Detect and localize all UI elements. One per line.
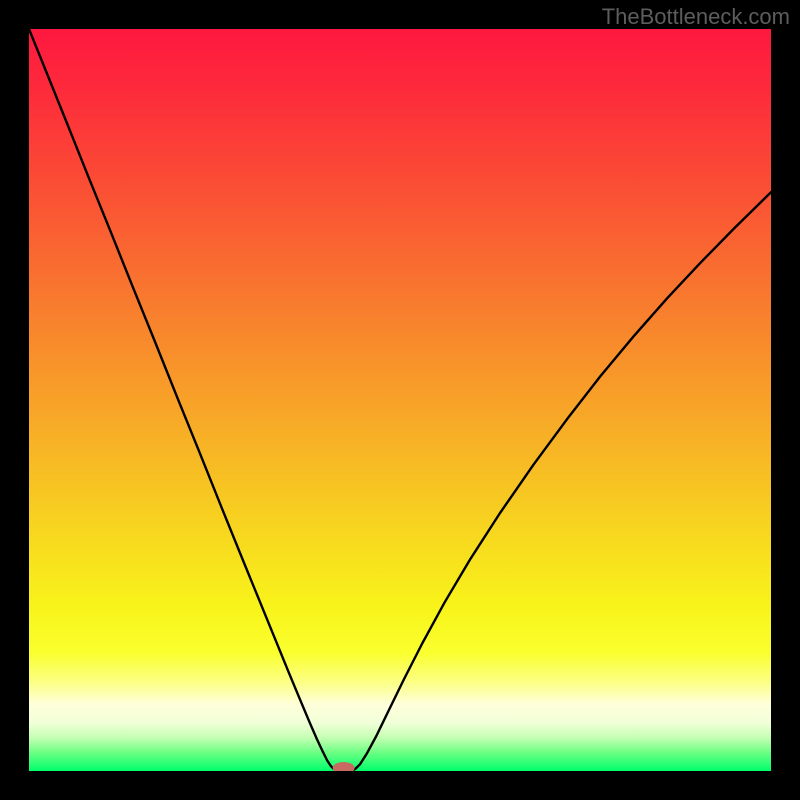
watermark-text: TheBottleneck.com	[602, 4, 790, 30]
gradient-background	[29, 29, 771, 771]
chart-frame: TheBottleneck.com	[0, 0, 800, 800]
bottleneck-chart	[29, 29, 771, 771]
